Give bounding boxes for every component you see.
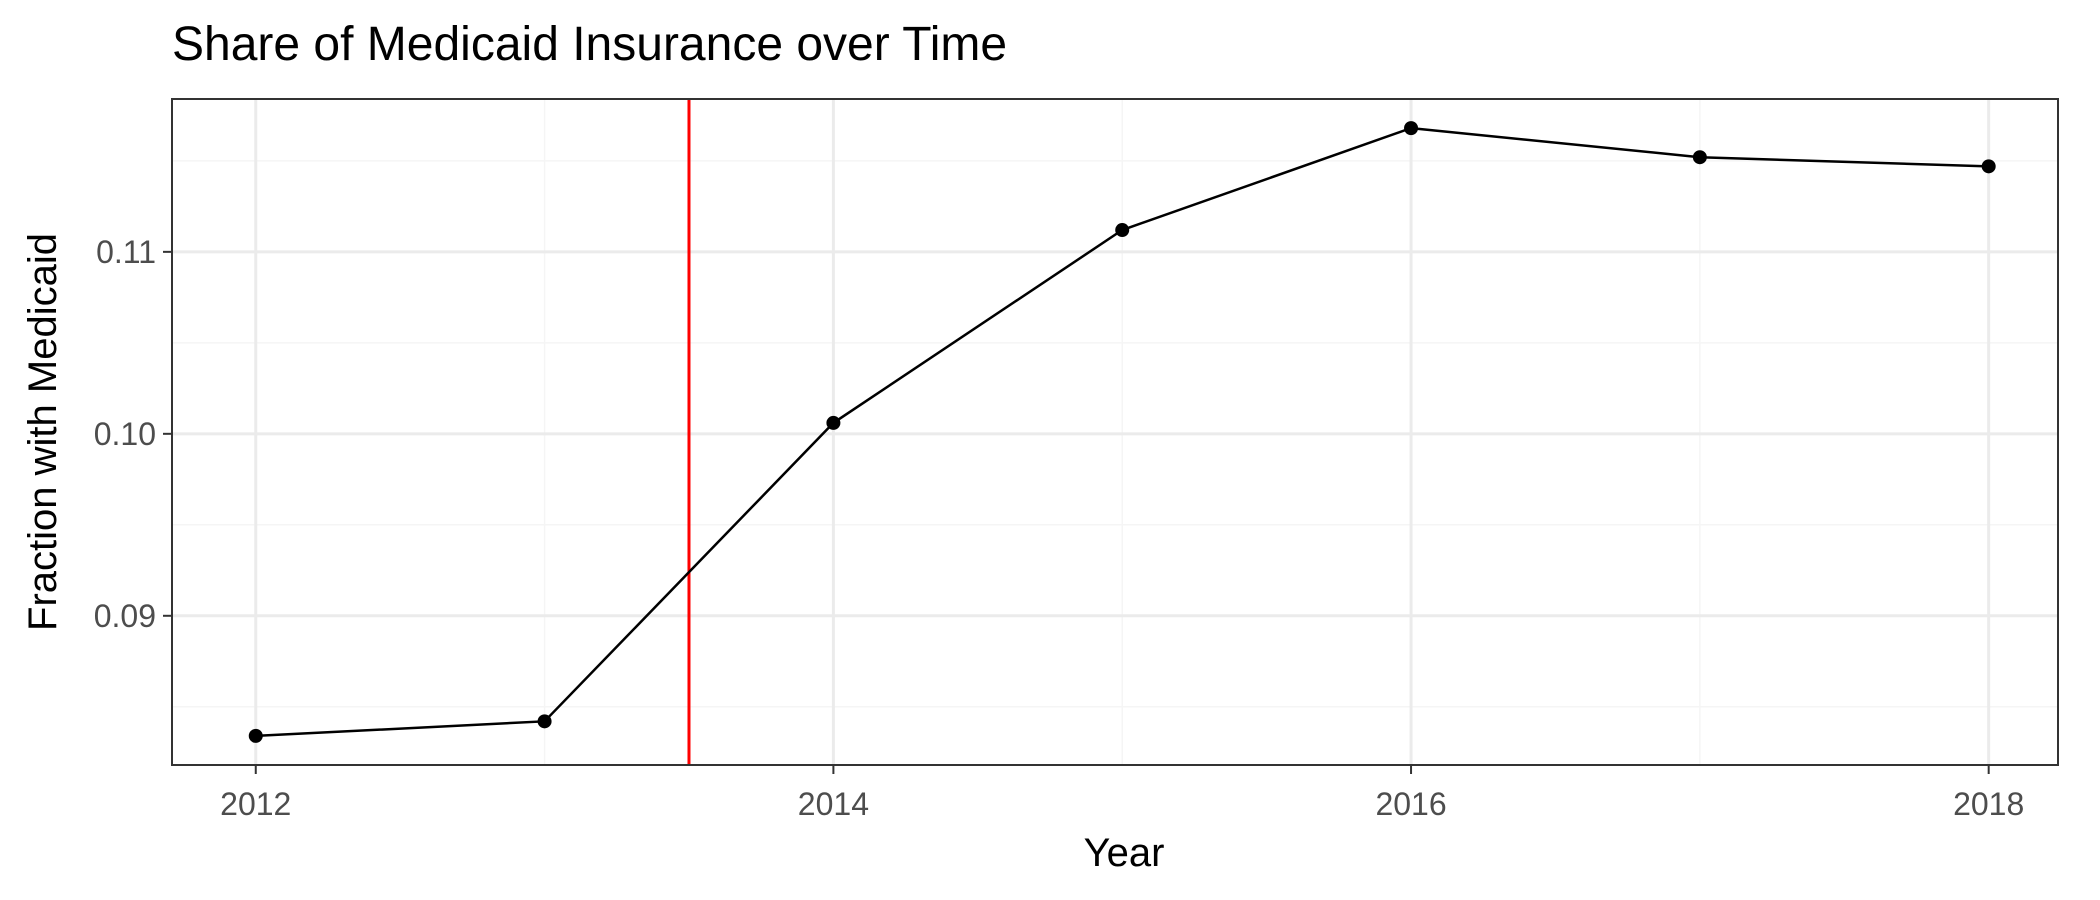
data-point: [248, 728, 263, 743]
series-layer: [248, 121, 1996, 743]
y-tick-label: 0.11: [96, 234, 156, 270]
grid-layer: [172, 99, 2058, 765]
y-tick-label: 0.09: [94, 598, 156, 634]
panel-border: [171, 98, 2059, 766]
chart-title: Share of Medicaid Insurance over Time: [172, 18, 1007, 71]
y-tick-label: 0.10: [94, 416, 156, 452]
x-tick-label: 2018: [1953, 786, 2024, 822]
data-point: [1404, 121, 1419, 136]
y-axis-title: Fraction with Medicaid: [21, 233, 65, 631]
data-point: [826, 415, 841, 430]
data-point: [1115, 223, 1130, 238]
axis-layer: 2012 2014 2016 2018 0.09 0.10 0.11: [94, 234, 2025, 822]
x-tick-label: 2012: [220, 786, 291, 822]
x-tick-label: 2016: [1375, 786, 1446, 822]
data-point: [537, 714, 552, 729]
x-axis-title: Year: [1084, 831, 1165, 875]
data-point: [1981, 159, 1996, 174]
x-tick-label: 2014: [798, 786, 869, 822]
data-point: [1692, 150, 1707, 165]
